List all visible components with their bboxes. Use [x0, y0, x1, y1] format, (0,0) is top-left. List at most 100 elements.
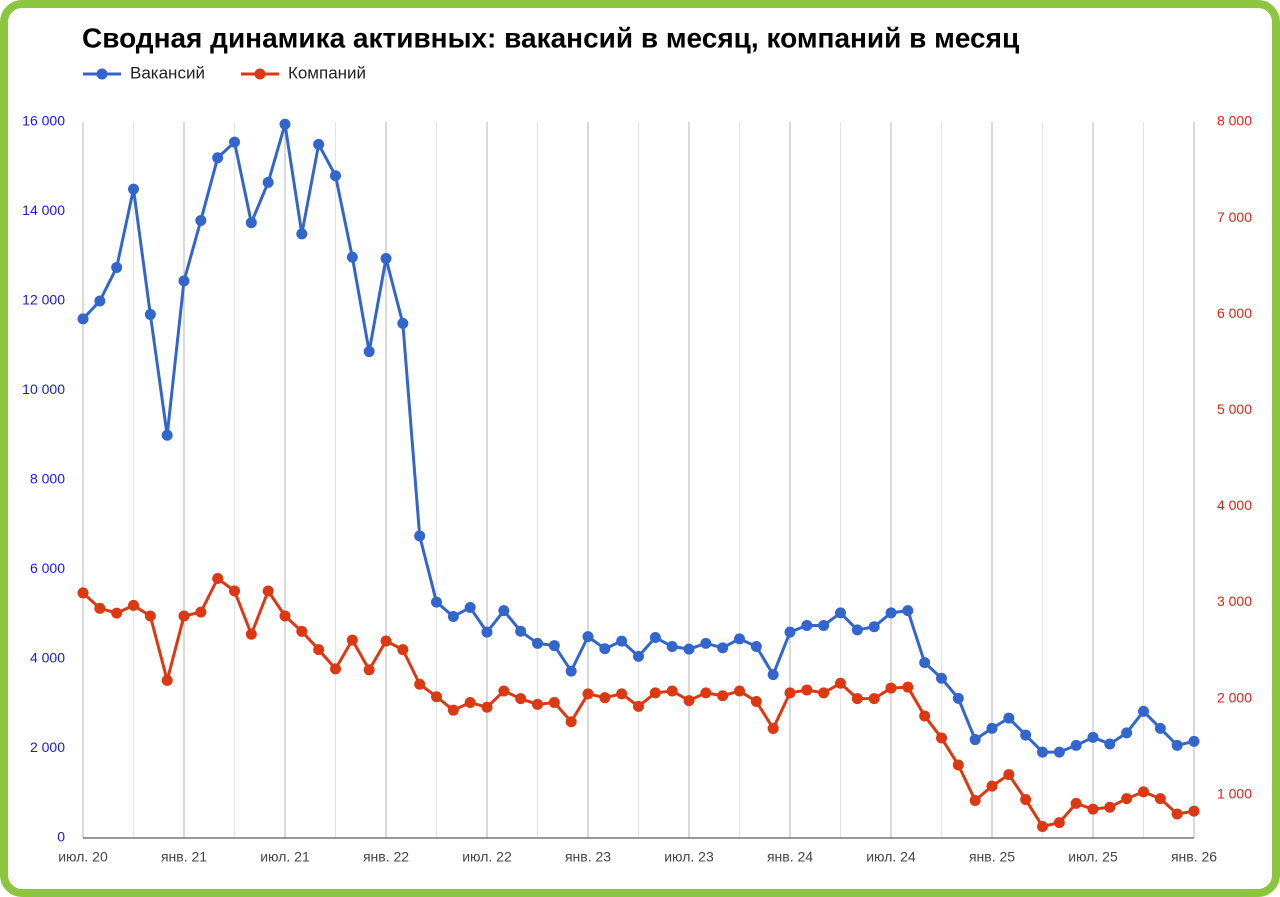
data-point — [919, 657, 931, 669]
y-tick-label: 8 000 — [30, 471, 65, 487]
data-point — [868, 621, 880, 633]
data-point — [835, 677, 846, 689]
data-point — [986, 722, 998, 734]
data-point — [111, 261, 123, 273]
data-point — [94, 602, 106, 614]
data-point — [700, 687, 712, 699]
data-point — [835, 607, 846, 619]
data-point — [212, 573, 224, 585]
data-point — [1138, 705, 1149, 717]
data-point — [1020, 729, 1032, 741]
data-point — [565, 665, 577, 677]
data-point — [1188, 805, 1200, 817]
y-tick-label: 12 000 — [22, 292, 65, 308]
data-point — [683, 695, 695, 707]
data-point — [666, 685, 678, 697]
y2-tick-label: 4 000 — [1217, 497, 1252, 513]
data-point — [1121, 727, 1133, 739]
legend-marker — [96, 68, 108, 80]
x-tick-label: июл. 23 — [664, 849, 714, 865]
data-point — [616, 635, 628, 647]
data-point — [515, 693, 527, 705]
data-point — [936, 672, 947, 684]
data-point — [532, 637, 543, 649]
data-point — [734, 685, 745, 697]
data-point — [548, 640, 560, 652]
data-point — [885, 607, 897, 619]
data-point — [734, 633, 745, 645]
data-point — [346, 251, 358, 263]
data-point — [868, 693, 880, 705]
data-point — [128, 183, 139, 195]
data-point — [649, 632, 661, 644]
data-point — [447, 610, 459, 622]
data-point — [616, 688, 628, 700]
y-tick-label: 4 000 — [30, 650, 65, 666]
y2-tick-label: 6 000 — [1217, 305, 1252, 321]
data-point — [1087, 803, 1099, 815]
data-point — [784, 687, 796, 699]
data-point — [1020, 794, 1032, 806]
data-point — [195, 606, 207, 618]
data-point — [178, 610, 190, 622]
data-point — [464, 696, 476, 708]
x-tick-label: янв. 25 — [969, 849, 1015, 865]
y2-tick-label: 7 000 — [1217, 209, 1252, 225]
x-tick-label: июл. 25 — [1068, 849, 1118, 865]
data-point — [380, 252, 392, 264]
data-point — [363, 664, 375, 676]
data-point — [700, 637, 712, 649]
data-point — [902, 681, 914, 693]
data-point — [262, 176, 274, 188]
data-point — [1003, 769, 1015, 781]
data-point — [229, 585, 240, 597]
legend-label: Компаний — [288, 63, 366, 82]
data-point — [633, 700, 644, 712]
data-point — [464, 602, 476, 614]
x-tick-label: янв. 22 — [363, 849, 409, 865]
data-point — [565, 716, 577, 728]
y2-tick-label: 5 000 — [1217, 401, 1252, 417]
x-tick-label: июл. 21 — [260, 849, 310, 865]
data-point — [1070, 797, 1082, 809]
data-point — [936, 732, 947, 744]
data-point — [279, 118, 291, 130]
data-point — [633, 650, 644, 662]
data-point — [296, 228, 308, 240]
data-point — [1087, 731, 1099, 743]
data-point — [532, 698, 543, 710]
data-point — [1171, 739, 1183, 751]
data-point — [1070, 739, 1082, 751]
data-point — [801, 619, 813, 631]
data-point — [649, 687, 661, 699]
data-point — [346, 634, 358, 646]
data-point — [481, 626, 493, 638]
data-point — [397, 317, 409, 329]
data-point — [212, 152, 224, 164]
data-point — [902, 605, 914, 617]
x-tick-label: янв. 21 — [161, 849, 207, 865]
data-point — [1188, 735, 1200, 747]
y-tick-label: 2 000 — [30, 739, 65, 755]
data-point — [986, 780, 998, 792]
data-point — [784, 626, 796, 638]
data-point — [717, 690, 729, 702]
data-point — [296, 625, 308, 637]
x-tick-label: июл. 24 — [866, 849, 916, 865]
data-point — [330, 170, 341, 182]
legend: Вакансий Компаний — [83, 63, 366, 82]
y-tick-label: 10 000 — [22, 381, 65, 397]
data-point — [397, 644, 409, 656]
data-point — [498, 605, 510, 617]
y2-tick-label: 2 000 — [1217, 689, 1252, 705]
legend-marker — [254, 68, 266, 80]
data-point — [77, 587, 89, 599]
data-point — [666, 640, 678, 652]
data-point — [313, 644, 325, 656]
x-tick-label: июл. 22 — [462, 849, 512, 865]
data-point — [750, 696, 762, 708]
data-point — [548, 696, 560, 708]
data-point — [229, 136, 240, 148]
data-point — [851, 624, 863, 636]
